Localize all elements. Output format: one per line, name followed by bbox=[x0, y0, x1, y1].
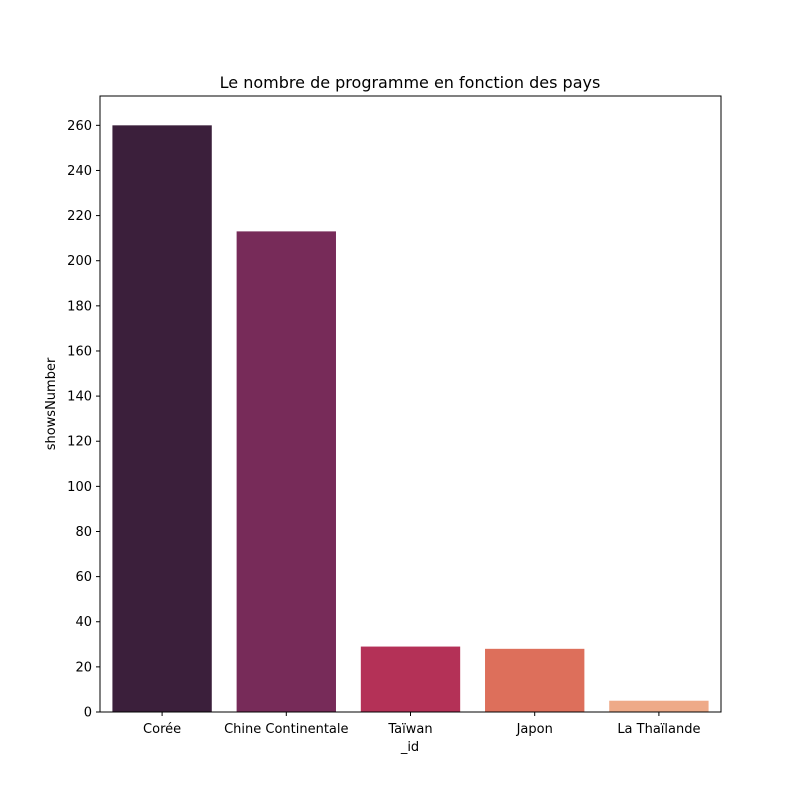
y-tick-label: 100 bbox=[67, 480, 92, 495]
y-tick-label: 180 bbox=[67, 299, 92, 314]
plot-frame bbox=[99, 95, 722, 713]
bar-0 bbox=[112, 125, 212, 713]
bars bbox=[112, 125, 709, 713]
bar-4 bbox=[609, 700, 709, 712]
x-tick-label: Corée bbox=[143, 722, 181, 737]
y-tick-label: 220 bbox=[67, 209, 92, 224]
y-tick-label: 0 bbox=[84, 706, 92, 721]
bar-3 bbox=[485, 648, 585, 712]
y-tick-label: 240 bbox=[67, 164, 92, 179]
y-axis-label: showsNumber bbox=[44, 357, 59, 450]
chart-title: Le nombre de programme en fonction des p… bbox=[220, 73, 601, 92]
y-tick-label: 40 bbox=[75, 615, 92, 630]
y-tick-label: 160 bbox=[67, 344, 92, 359]
x-tick-label: Taïwan bbox=[387, 722, 432, 737]
y-tick-label: 140 bbox=[67, 390, 92, 405]
x-tick-label: Japon bbox=[516, 722, 553, 737]
x-tick-label: La Thaïlande bbox=[617, 722, 700, 737]
y-axis-ticks: 0 20 40 60 80 100 120 140 160 180 200 220 240 260 bbox=[67, 119, 100, 721]
y-tick-label: 80 bbox=[75, 525, 92, 540]
y-tick-label: 260 bbox=[67, 119, 92, 134]
y-tick-label: 200 bbox=[67, 254, 92, 269]
x-axis-ticks: Corée Chine Continentale Taïwan Japon La Tha… bbox=[143, 712, 700, 737]
bar-2 bbox=[360, 646, 461, 712]
y-tick-label: 20 bbox=[75, 660, 92, 675]
x-axis-label: _id bbox=[400, 740, 419, 755]
bar-1 bbox=[236, 231, 336, 712]
y-tick-label: 60 bbox=[75, 570, 92, 585]
x-tick-label: Chine Continentale bbox=[224, 722, 348, 737]
y-tick-label: 120 bbox=[67, 435, 92, 450]
